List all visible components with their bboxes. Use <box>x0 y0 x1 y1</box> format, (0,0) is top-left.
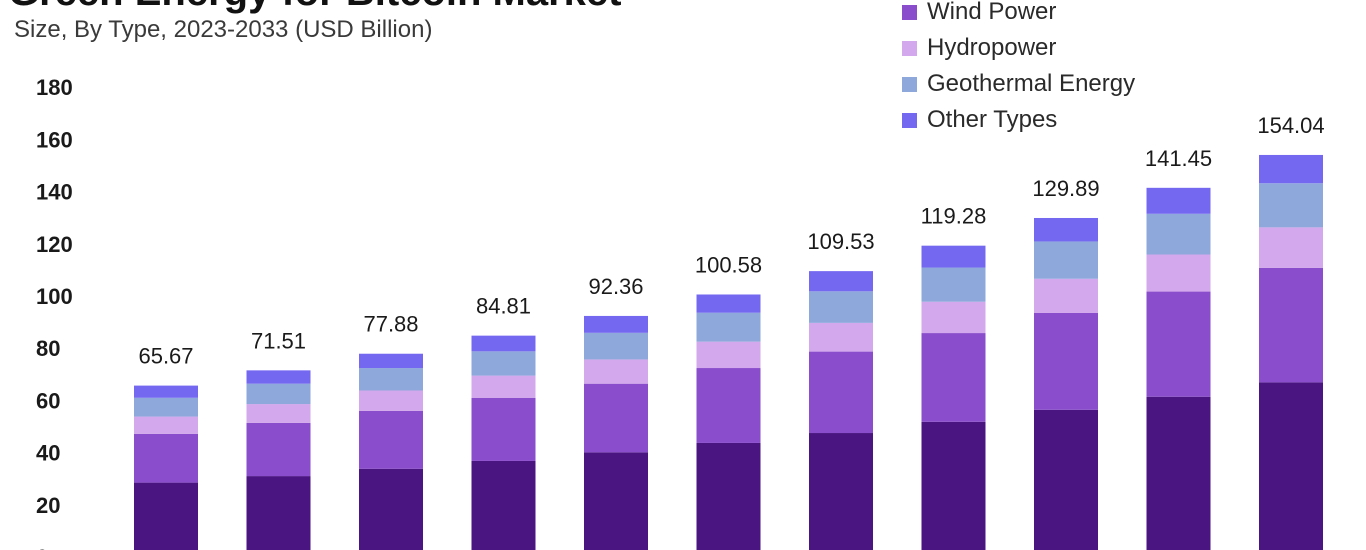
legend-swatch-hydropower <box>902 40 917 56</box>
bar-segment-geothermal-energy-2024 <box>246 383 311 405</box>
data-label-2029: 109.53 <box>807 229 874 254</box>
legend-label-geothermal-energy: Geothermal Energy <box>927 70 1136 97</box>
y-tick-label-0: 0 <box>36 545 48 550</box>
bar-segment-geothermal-energy-2026 <box>471 351 536 376</box>
bar-segment-wind-power-2026 <box>471 397 536 461</box>
bar-segment-geothermal-energy-2025 <box>359 368 423 391</box>
bar-segment-solar-energy-2025 <box>359 468 423 550</box>
legend-swatch-wind-power <box>902 4 917 20</box>
data-label-2027: 92.36 <box>588 274 643 299</box>
bar-segment-hydropower-2031 <box>1034 278 1098 313</box>
bar-segment-wind-power-2027 <box>584 383 648 453</box>
y-tick-label-180: 180 <box>36 75 73 100</box>
data-label-2031: 129.89 <box>1032 176 1099 201</box>
y-tick-label-160: 160 <box>36 127 73 152</box>
bar-segment-wind-power-2032 <box>1146 291 1211 397</box>
bar-segment-geothermal-energy-2033 <box>1259 183 1323 228</box>
y-tick-label-120: 120 <box>36 232 73 257</box>
bar-segment-hydropower-2030 <box>921 301 986 334</box>
y-tick-label-40: 40 <box>36 441 60 466</box>
bar-segment-wind-power-2031 <box>1034 312 1098 410</box>
bar-segment-solar-energy-2024 <box>246 476 311 550</box>
bar-segment-other-types-2025 <box>359 353 423 369</box>
data-label-2025: 77.88 <box>363 312 418 337</box>
bar-segment-hydropower-2032 <box>1146 254 1211 292</box>
bar-segment-other-types-2029 <box>809 271 873 292</box>
bar-segment-geothermal-energy-2028 <box>696 312 761 342</box>
bar-segment-hydropower-2025 <box>359 390 423 411</box>
data-label-2023: 65.67 <box>138 344 193 369</box>
bar-segment-solar-energy-2026 <box>471 460 536 550</box>
bar-segment-hydropower-2023 <box>134 416 198 434</box>
bar-segment-hydropower-2029 <box>809 322 873 352</box>
bar-segment-geothermal-energy-2030 <box>921 267 986 302</box>
data-label-2032: 141.45 <box>1145 146 1212 171</box>
bar-segment-other-types-2027 <box>584 315 648 333</box>
bar-segment-geothermal-energy-2023 <box>134 397 198 417</box>
legend-item-geothermal-energy: Geothermal Energy <box>902 66 1135 102</box>
bar-segment-other-types-2024 <box>246 370 311 384</box>
bar-segment-solar-energy-2031 <box>1034 409 1098 550</box>
legend-item-other-types: Other Types <box>902 102 1135 138</box>
bar-segment-wind-power-2024 <box>246 422 311 477</box>
bar-segment-other-types-2023 <box>134 385 198 398</box>
bar-segment-hydropower-2027 <box>584 359 648 384</box>
data-label-2033: 154.04 <box>1257 113 1324 138</box>
bar-segment-solar-energy-2029 <box>809 433 873 550</box>
data-label-2030: 119.28 <box>921 204 987 229</box>
chart-title: Green Energy for Bitcoin Market <box>8 0 621 15</box>
bar-segment-wind-power-2033 <box>1259 267 1323 383</box>
chart-subtitle: Size, By Type, 2023-2033 (USD Billion) <box>14 16 433 43</box>
bar-segment-hydropower-2033 <box>1259 227 1323 268</box>
bar-segment-wind-power-2029 <box>809 351 873 434</box>
legend-label-wind-power: Wind Power <box>927 0 1057 25</box>
bar-segment-wind-power-2025 <box>359 410 423 469</box>
bar-segment-geothermal-energy-2027 <box>584 332 648 360</box>
bar-segment-solar-energy-2032 <box>1146 396 1211 550</box>
data-label-2026: 84.81 <box>476 294 531 319</box>
bar-segment-geothermal-energy-2032 <box>1146 213 1211 255</box>
bar-segment-geothermal-energy-2031 <box>1034 241 1098 279</box>
bar-segment-other-types-2028 <box>696 294 761 313</box>
bar-segment-other-types-2032 <box>1146 187 1211 214</box>
bar-segment-hydropower-2028 <box>696 341 761 369</box>
bar-segment-wind-power-2023 <box>134 433 198 483</box>
bar-segment-hydropower-2026 <box>471 375 536 398</box>
bar-segment-other-types-2030 <box>921 245 986 268</box>
legend-label-other-types: Other Types <box>927 106 1058 133</box>
y-tick-label-20: 20 <box>36 493 60 518</box>
legend-item-hydropower: Hydropower <box>902 30 1135 66</box>
data-label-2028: 100.58 <box>695 252 762 277</box>
data-label-2024: 71.51 <box>251 328 306 353</box>
bar-segment-solar-energy-2033 <box>1259 382 1323 550</box>
bar-segment-wind-power-2028 <box>696 368 761 443</box>
bar-segment-geothermal-energy-2029 <box>809 291 873 323</box>
y-tick-label-60: 60 <box>36 388 60 413</box>
bar-segment-hydropower-2024 <box>246 404 311 423</box>
legend-swatch-geothermal-energy <box>902 76 917 92</box>
bar-segment-solar-energy-2030 <box>921 421 986 550</box>
bar-segment-wind-power-2030 <box>921 333 986 422</box>
bar-segment-solar-energy-2023 <box>134 482 198 550</box>
y-tick-label-140: 140 <box>36 180 73 205</box>
y-tick-label-100: 100 <box>36 284 73 309</box>
bar-segment-solar-energy-2027 <box>584 452 648 550</box>
bar-segment-other-types-2031 <box>1034 217 1098 242</box>
bar-segment-solar-energy-2028 <box>696 442 761 550</box>
chart-legend: Wind Power Hydropower Geothermal Energy … <box>902 0 1135 138</box>
bar-segment-other-types-2026 <box>471 335 536 352</box>
y-tick-label-80: 80 <box>36 336 60 361</box>
bar-segment-other-types-2033 <box>1259 154 1323 184</box>
legend-label-hydropower: Hydropower <box>927 34 1057 61</box>
legend-swatch-other-types <box>902 112 917 128</box>
legend-item-wind-power: Wind Power <box>902 0 1135 30</box>
